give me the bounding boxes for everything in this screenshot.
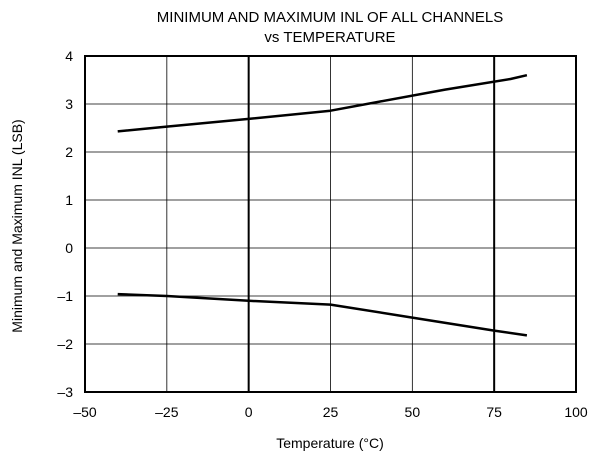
x-axis-title: Temperature (°C) xyxy=(276,435,384,451)
y-tick-label: 1 xyxy=(65,192,73,208)
x-tick-label: 75 xyxy=(486,404,502,420)
x-tick-label: 0 xyxy=(245,404,253,420)
plot-frame xyxy=(84,55,577,393)
y-tick-label: 0 xyxy=(65,240,73,256)
x-tick-label: 25 xyxy=(323,404,339,420)
x-tick-label: –50 xyxy=(73,404,97,420)
chart-title-line-1: MINIMUM AND MAXIMUM INL OF ALL CHANNELS xyxy=(157,9,503,26)
y-tick-label: 2 xyxy=(65,144,73,160)
y-tick-label: 3 xyxy=(65,96,73,112)
y-tick-label: –3 xyxy=(57,384,73,400)
x-tick-labels: –50 –25 0 25 50 75 100 xyxy=(73,404,588,420)
y-tick-label: 4 xyxy=(65,48,73,64)
grid xyxy=(85,56,576,392)
y-axis-title: Minimum and Maximum INL (LSB) xyxy=(9,119,25,332)
max-inl-series-line xyxy=(117,73,528,133)
x-tick-label: –25 xyxy=(155,404,179,420)
y-tick-labels: –3 –2 –1 0 1 2 3 4 xyxy=(57,48,73,400)
y-tick-label: –1 xyxy=(57,288,73,304)
x-tick-label: 100 xyxy=(564,404,588,420)
x-tick-label: 50 xyxy=(405,404,421,420)
series-group xyxy=(117,73,528,337)
y-tick-label: –2 xyxy=(57,336,73,352)
min-inl-series-line xyxy=(117,292,528,337)
chart-title-line-2: vs TEMPERATURE xyxy=(264,29,395,46)
